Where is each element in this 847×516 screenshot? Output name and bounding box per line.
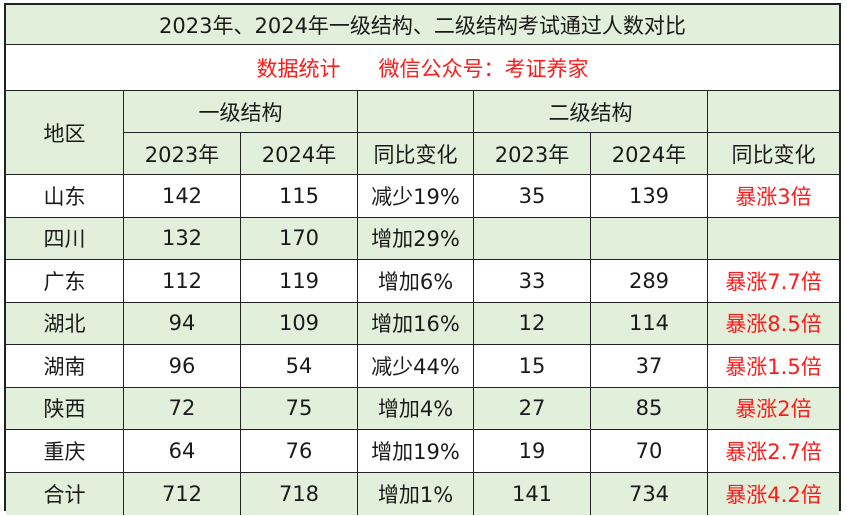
header-level2-blank xyxy=(708,91,839,133)
cell-l1-2024: 76 xyxy=(241,430,358,472)
table-row: 合计 712 718 增加1% 141 734 暴涨4.2倍 xyxy=(6,472,839,515)
cell-l1-change: 增加1% xyxy=(358,472,474,515)
cell-region: 广东 xyxy=(6,260,124,302)
cell-l2-change: 暴涨4.2倍 xyxy=(725,482,822,507)
table-title: 2023年、2024年一级结构、二级结构考试通过人数对比 xyxy=(159,13,686,38)
cell-l1-change: 增加16% xyxy=(358,302,474,344)
header-l1-2024: 2024年 xyxy=(241,133,358,175)
header-row: 地区 一级结构 二级结构 2023年 2024年 同比变化 2023年 2024… xyxy=(6,91,839,175)
cell-l2-2023: 19 xyxy=(474,430,591,472)
cell-l2-change: 暴涨7.7倍 xyxy=(725,269,822,294)
table-row: 湖南 96 54 减少44% 15 37 暴涨1.5倍 xyxy=(6,345,839,388)
cell-l1-2023: 142 xyxy=(124,175,241,217)
header-level1: 一级结构 xyxy=(124,91,358,133)
cell-l2-2023: 35 xyxy=(474,175,591,217)
cell-region: 合计 xyxy=(6,472,124,515)
cell-l1-2023: 132 xyxy=(124,217,241,259)
header-l2-yoy: 同比变化 xyxy=(731,143,816,167)
cell-l1-2024: 119 xyxy=(241,260,358,302)
cell-l1-2023: 712 xyxy=(124,472,241,515)
cell-l2-change: 暴涨2.7倍 xyxy=(725,439,822,464)
cell-l2-2024: 37 xyxy=(591,345,708,387)
cell-l2-change xyxy=(708,218,839,260)
cell-region: 陕西 xyxy=(6,387,124,429)
cell-region: 湖南 xyxy=(6,345,124,387)
cell-l1-2024: 75 xyxy=(241,387,358,429)
table-subtitle: 数据统计 微信公众号：考证养家 xyxy=(6,45,839,90)
subtitle-right: 微信公众号：考证养家 xyxy=(378,56,589,81)
table-row: 重庆 64 76 增加19% 19 70 暴涨2.7倍 xyxy=(6,430,839,473)
cell-l1-2023: 96 xyxy=(124,345,241,387)
header-l2-2023: 2023年 xyxy=(474,133,591,175)
table-row: 广东 112 119 增加6% 33 289 暴涨7.7倍 xyxy=(6,260,839,303)
table-title-row: 2023年、2024年一级结构、二级结构考试通过人数对比 xyxy=(6,5,839,45)
cell-l1-change: 增加29% xyxy=(358,217,474,259)
cell-l2-change: 暴涨1.5倍 xyxy=(725,354,822,379)
cell-l2-change: 暴涨8.5倍 xyxy=(725,312,822,337)
cell-l2-change: 暴涨2倍 xyxy=(735,397,812,422)
cell-l1-2023: 72 xyxy=(124,387,241,429)
cell-l2-2023: 141 xyxy=(474,472,591,515)
cell-l1-change: 减少19% xyxy=(358,175,474,217)
header-level2: 二级结构 xyxy=(474,91,708,133)
cell-region: 湖北 xyxy=(6,302,124,344)
cell-region: 四川 xyxy=(6,217,124,259)
cell-l2-2024: 139 xyxy=(591,175,708,217)
cell-region: 山东 xyxy=(6,175,124,217)
cell-l1-change: 增加4% xyxy=(358,387,474,429)
header-level1-blank xyxy=(358,91,474,133)
cell-l1-2024: 115 xyxy=(241,175,358,217)
cell-l2-2024: 289 xyxy=(591,260,708,302)
cell-l1-2023: 94 xyxy=(124,302,241,344)
cell-l2-2024: 114 xyxy=(591,302,708,344)
table-subtitle-row: 数据统计 微信公众号：考证养家 xyxy=(6,45,839,91)
table-row: 陕西 72 75 增加4% 27 85 暴涨2倍 xyxy=(6,387,839,430)
cell-l2-change: 暴涨3倍 xyxy=(735,184,812,209)
cell-l2-2023 xyxy=(474,217,591,259)
subtitle-left: 数据统计 xyxy=(256,56,341,81)
cell-l2-2024: 70 xyxy=(591,430,708,472)
header-l1-2023: 2023年 xyxy=(124,133,241,175)
cell-l2-2024: 85 xyxy=(591,387,708,429)
cell-l1-change: 减少44% xyxy=(358,345,474,387)
comparison-table: 2023年、2024年一级结构、二级结构考试通过人数对比 数据统计 微信公众号：… xyxy=(4,3,841,515)
cell-l2-2023: 27 xyxy=(474,387,591,429)
header-l1-yoy: 同比变化 xyxy=(358,133,474,175)
cell-l2-2024: 734 xyxy=(591,472,708,515)
cell-l2-2024 xyxy=(591,217,708,259)
cell-l1-2024: 718 xyxy=(241,472,358,515)
cell-l1-2024: 54 xyxy=(241,345,358,387)
header-l2-2024: 2024年 xyxy=(591,133,708,175)
header-region: 地区 xyxy=(6,91,124,174)
cell-l2-2023: 12 xyxy=(474,302,591,344)
cell-l2-2023: 15 xyxy=(474,345,591,387)
cell-l1-2024: 109 xyxy=(241,302,358,344)
cell-l1-2023: 112 xyxy=(124,260,241,302)
cell-l1-2023: 64 xyxy=(124,430,241,472)
cell-l2-2023: 33 xyxy=(474,260,591,302)
cell-l1-2024: 170 xyxy=(241,217,358,259)
table-row: 山东 142 115 减少19% 35 139 暴涨3倍 xyxy=(6,175,839,218)
cell-l1-change: 增加6% xyxy=(358,260,474,302)
cell-l1-change: 增加19% xyxy=(358,430,474,472)
table-row: 四川 132 170 增加29% xyxy=(6,217,839,260)
table-row: 湖北 94 109 增加16% 12 114 暴涨8.5倍 xyxy=(6,302,839,345)
cell-region: 重庆 xyxy=(6,430,124,472)
